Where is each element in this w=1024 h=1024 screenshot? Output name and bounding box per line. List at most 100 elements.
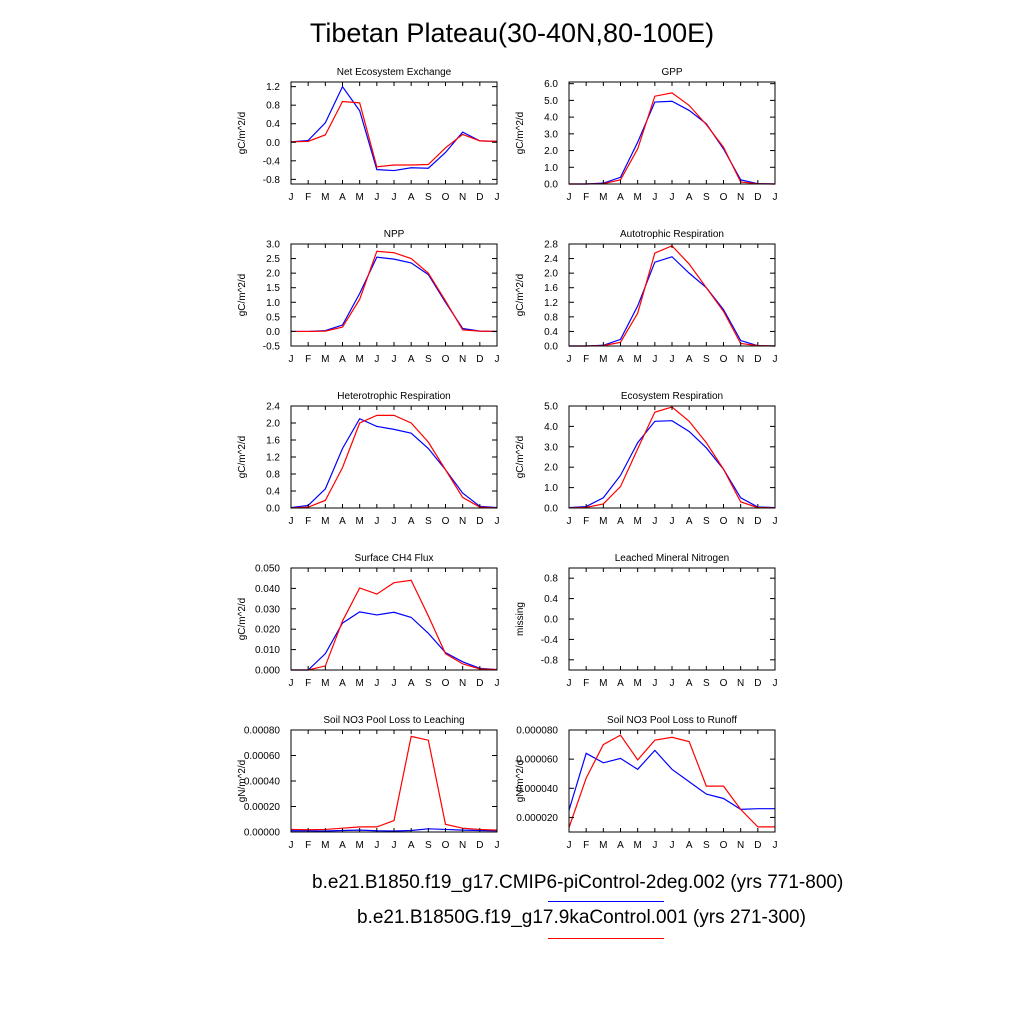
- x-tick-label: D: [476, 354, 483, 365]
- x-tick-label: M: [599, 192, 607, 203]
- x-tick-label: J: [773, 354, 778, 365]
- x-tick-label: F: [583, 840, 589, 851]
- x-tick-label: J: [652, 840, 657, 851]
- y-tick-label: 0.8: [266, 101, 280, 112]
- x-tick-label: O: [720, 354, 728, 365]
- y-tick-label: 0.040: [255, 584, 280, 595]
- x-tick-label: A: [617, 516, 624, 527]
- y-tick-label: 0.010: [255, 645, 280, 656]
- x-tick-label: N: [737, 516, 744, 527]
- panel-title: Heterotrophic Respiration: [337, 391, 450, 402]
- series-line-2: [568, 734, 775, 828]
- y-tick-label: 0.00060: [244, 751, 281, 762]
- y-tick-label: 0.8: [266, 470, 280, 481]
- x-tick-label: F: [583, 516, 589, 527]
- x-tick-label: J: [567, 678, 572, 689]
- y-tick-label: 1.2: [544, 298, 558, 309]
- y-tick-label: 0.000040: [516, 784, 558, 795]
- x-tick-label: J: [670, 516, 675, 527]
- x-tick-label: A: [408, 192, 415, 203]
- x-tick-label: N: [737, 678, 744, 689]
- x-tick-label: M: [599, 354, 607, 365]
- y-tick-label: 1.0: [266, 298, 280, 309]
- x-tick-label: N: [737, 192, 744, 203]
- x-tick-label: D: [754, 678, 761, 689]
- x-tick-label: A: [339, 192, 346, 203]
- y-axis-label: gN/m^2/d: [515, 760, 526, 803]
- figure-title: Tibetan Plateau(30-40N,80-100E): [309, 18, 715, 48]
- panel-title: Soil NO3 Pool Loss to Runoff: [607, 715, 737, 726]
- y-tick-label: 2.0: [544, 146, 558, 157]
- y-tick-label: 4.0: [544, 422, 558, 433]
- x-tick-label: M: [321, 192, 329, 203]
- panel-title: Leached Mineral Nitrogen: [615, 553, 730, 564]
- legend-line-2: [548, 938, 664, 939]
- x-tick-label: D: [754, 354, 761, 365]
- y-tick-label: 0.000: [255, 666, 280, 677]
- series-line-2: [290, 735, 498, 831]
- y-tick-label: 3.0: [266, 240, 280, 251]
- y-tick-label: 2.5: [266, 254, 280, 265]
- x-tick-label: A: [617, 192, 624, 203]
- series-line-2: [290, 100, 498, 168]
- x-tick-label: O: [720, 516, 728, 527]
- y-tick-label: 2.8: [544, 240, 558, 251]
- plot-frame: [568, 729, 776, 833]
- y-tick-label: 5.0: [544, 96, 558, 107]
- x-tick-label: O: [442, 678, 450, 689]
- x-tick-label: S: [425, 840, 432, 851]
- y-tick-label: 0.5: [266, 312, 280, 323]
- x-tick-label: S: [425, 192, 432, 203]
- x-tick-label: J: [495, 840, 500, 851]
- plot-frame: [568, 81, 776, 185]
- y-tick-label: 0.0: [544, 180, 558, 191]
- y-tick-label: 0.0: [266, 327, 280, 338]
- x-tick-label: M: [321, 678, 329, 689]
- y-tick-label: 0.00000: [244, 828, 281, 839]
- y-tick-label: 0.0: [266, 504, 280, 515]
- y-tick-label: -0.8: [541, 655, 559, 666]
- y-tick-label: -0.4: [263, 156, 281, 167]
- x-tick-label: S: [425, 354, 432, 365]
- x-tick-label: M: [633, 678, 641, 689]
- y-tick-label: 0.030: [255, 604, 280, 615]
- x-tick-label: O: [720, 840, 728, 851]
- legend-label-1: b.e21.B1850.f19_g17.CMIP6-piControl-2deg…: [312, 872, 844, 893]
- x-tick-label: A: [686, 354, 693, 365]
- x-tick-label: J: [652, 354, 657, 365]
- y-tick-label: 1.6: [266, 436, 280, 447]
- x-tick-label: J: [670, 354, 675, 365]
- series-line-1: [290, 85, 498, 172]
- x-tick-label: M: [633, 354, 641, 365]
- x-tick-label: N: [459, 516, 466, 527]
- x-tick-label: J: [773, 192, 778, 203]
- y-tick-label: 0.4: [266, 119, 280, 130]
- y-tick-label: 0.0: [544, 615, 558, 626]
- y-tick-label: 0.0: [544, 504, 558, 515]
- x-tick-label: M: [321, 354, 329, 365]
- x-tick-label: M: [633, 192, 641, 203]
- series-line-2: [290, 414, 498, 509]
- x-tick-label: M: [355, 354, 363, 365]
- x-tick-label: D: [476, 192, 483, 203]
- x-tick-label: O: [442, 516, 450, 527]
- y-tick-label: 1.0: [544, 163, 558, 174]
- x-tick-label: S: [703, 840, 710, 851]
- series-line-1: [569, 256, 776, 347]
- x-tick-label: A: [686, 678, 693, 689]
- x-tick-label: D: [754, 192, 761, 203]
- series-line-1: [568, 749, 775, 811]
- x-tick-label: A: [686, 192, 693, 203]
- x-tick-label: A: [339, 354, 346, 365]
- series-line-1: [291, 256, 498, 333]
- x-tick-label: D: [476, 840, 483, 851]
- x-tick-label: M: [599, 678, 607, 689]
- x-tick-label: F: [583, 192, 589, 203]
- x-tick-label: J: [495, 192, 500, 203]
- x-tick-label: J: [289, 354, 294, 365]
- y-tick-label: 1.2: [266, 453, 280, 464]
- panel-title: Surface CH4 Flux: [355, 553, 434, 564]
